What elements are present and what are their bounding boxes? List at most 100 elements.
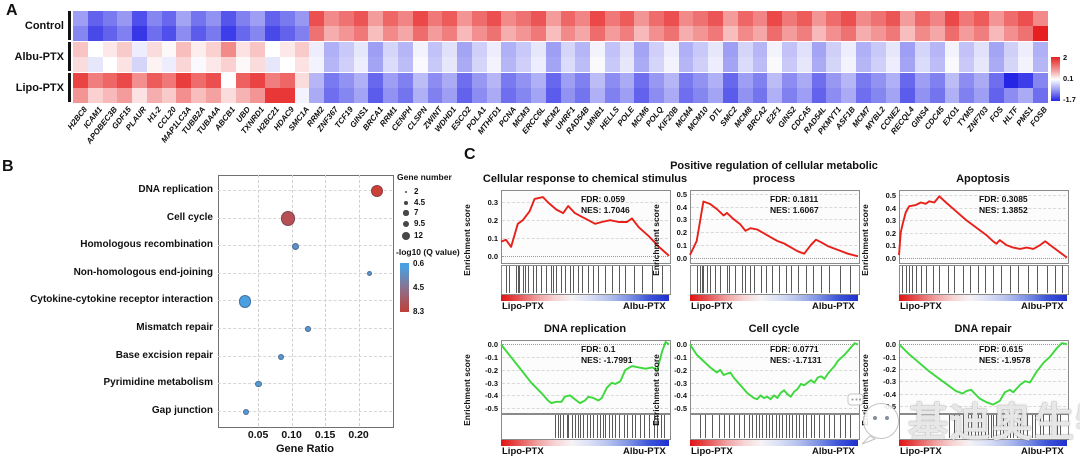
gsea-plot-title: Apoptosis [956,173,1010,185]
dotplot-xtick-label: 0.10 [281,429,302,441]
heatmap-cell [368,56,384,72]
heatmap-cell [324,87,340,103]
heatmap-cell [117,56,133,72]
heatmap-cell [265,87,281,103]
heatmap-cell [767,73,783,88]
heatmap-row-label: Lipo-PTX [15,81,64,94]
heatmap-cell [708,11,724,26]
heatmap-cell [486,56,502,72]
gsea-hit-tick [792,415,794,438]
gsea-hit-tick [635,415,637,438]
gsea-hit-tick [969,266,971,293]
heatmap-cell [708,56,724,72]
heatmap-cell [353,25,369,41]
heatmap-cell [161,73,177,88]
gsea-hit-tick [627,415,628,438]
legend-size-dot [404,201,408,205]
heatmap-cell [841,25,857,41]
gsea-plot-frame [501,340,671,414]
gsea-enrichment-curve [500,196,670,257]
heatmap-cell [338,56,355,72]
heatmap-cell [294,11,310,26]
gsea-hit-tick [738,415,740,438]
dotplot-point [280,211,296,226]
gsea-hit-tick [750,266,752,293]
heatmap-cell [915,42,931,57]
gsea-hit-tick [1043,415,1045,438]
gsea-hit-tick [519,266,521,293]
gsea-hit-tick [844,415,846,438]
gsea-hit-tick [700,266,702,293]
heatmap-cell [309,56,325,72]
heatmap-cell [442,42,458,57]
heatmap-cell [545,87,561,103]
heatmap-cell [885,25,901,41]
heatmap-cell [516,73,532,88]
gsea-hit-tick [583,415,585,438]
heatmap-cell [604,73,621,88]
heatmap-cell [501,56,517,72]
heatmap-cell [530,11,547,26]
heatmap-cell [959,42,975,57]
gsea-hit-tick [981,415,983,438]
heatmap-cell [619,42,635,57]
heatmap-cell [412,42,429,57]
gsea-left-group-label: Lipo-PTX [900,301,942,312]
heatmap-cell [471,11,488,26]
gsea-fdr-label: FDR: 0.059 [581,194,625,204]
heatmap-cell [191,11,207,26]
heatmap-cell [811,73,827,88]
dotplot-point [305,326,311,332]
heatmap-cell [353,42,369,57]
heatmap-cell [146,42,163,57]
gsea-gridline [900,405,1066,407]
gsea-hit-tick [1035,415,1037,438]
gsea-hit-tick [563,415,565,438]
heatmap-cell [796,11,813,26]
gsea-gridline [502,382,668,384]
legend-colorbar-tick-high: 8.3 [413,307,425,316]
heatmap-cell [191,42,207,57]
heatmap-cell [708,87,724,103]
heatmap-cell [398,25,414,41]
heatmap-cell [530,56,547,72]
gsea-gridline [691,244,857,246]
gsea-hit-tick [653,415,655,438]
gsea-gridline [502,408,668,410]
heatmap-cell [870,56,886,72]
heatmap-cell [102,25,118,41]
gsea-hit-tick [593,266,595,293]
heatmap-cell [132,25,148,41]
gsea-hit-tick [509,266,511,293]
heatmap-cell [708,42,724,57]
gsea-left-group-label: Lipo-PTX [691,446,733,457]
heatmap-cell [693,11,709,26]
dotplot-gridline-h [218,217,392,219]
heatmap-cell [767,25,783,41]
gsea-nes-label: NES: -1.7991 [581,355,633,365]
heatmap-cell [767,42,783,57]
heatmap-cell [678,87,694,103]
heatmap-row-label: Control [24,19,64,32]
heatmap-cell [560,87,576,103]
heatmap-cell [309,25,325,41]
gsea-ytick-label: -0.1 [883,352,896,362]
gsea-hit-tick [991,415,993,438]
heatmap-cell [161,42,177,57]
dotplot-category-label: Homologous recombination [80,239,213,251]
heatmap-cell [678,42,694,57]
gsea-hits-band [501,265,671,295]
gsea-ytick-label: 0.3 [885,216,896,226]
heatmap-cell [412,11,429,26]
gsea-stats: FDR: 0.3085 NES: 1.3852 [979,194,1028,216]
heatmap-cell [944,56,960,72]
legend-size-dot [404,190,408,194]
heatmap-cell [870,25,886,41]
gsea-ytick-label: 0.4 [676,202,687,212]
heatmap-cell [678,56,694,72]
heatmap-cell [102,11,118,26]
gsea-rank-gradient [690,440,858,446]
heatmap-cell [73,11,89,26]
gsea-plot-title: DNA replication [543,323,627,335]
heatmap-cell [678,11,694,26]
